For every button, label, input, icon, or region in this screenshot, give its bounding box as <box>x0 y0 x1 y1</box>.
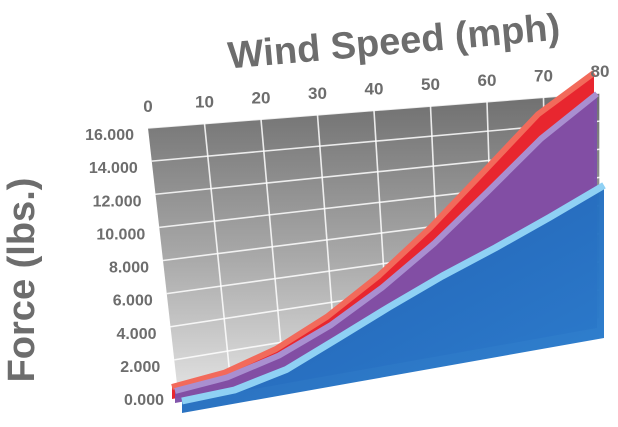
grid-line-horizontal <box>147 92 601 129</box>
series-line-1 <box>171 70 596 390</box>
x-tick-label: 60 <box>478 71 497 90</box>
chart-title: Wind Speed (mph) <box>226 7 562 78</box>
x-tick-label: 0 <box>143 97 152 116</box>
y-tick-label: 16.000 <box>85 127 134 144</box>
series-layer <box>171 70 606 413</box>
x-tick-label: 10 <box>195 93 214 112</box>
series-area-3 <box>182 185 604 413</box>
x-tick-label: 40 <box>365 80 384 99</box>
y-tick-label: 14.000 <box>89 160 138 177</box>
x-tick-label: 70 <box>534 66 553 85</box>
x-tick-label: 20 <box>252 88 271 107</box>
y-tick-label: 2.000 <box>120 359 160 376</box>
series-line-2 <box>174 91 599 394</box>
x-tick-label: 30 <box>308 84 327 103</box>
x-tick-label: 50 <box>421 75 440 94</box>
x-tick-label: 80 <box>591 62 610 81</box>
y-axis-ticks: 0.000 2.000 4.000 6.000 8.000 10.000 12.000 14.… <box>85 127 164 409</box>
y-tick-label: 4.000 <box>116 326 156 343</box>
y-tick-label: 10.000 <box>96 226 145 243</box>
y-axis-label: Force (lbs.) <box>1 178 43 383</box>
x-axis-ticks: 0 10 20 30 40 50 60 70 80 <box>143 62 609 116</box>
y-tick-label: 6.000 <box>113 293 153 310</box>
series-line-3 <box>181 182 606 405</box>
y-tick-label: 0.000 <box>124 392 164 409</box>
y-tick-label: 12.000 <box>93 193 142 210</box>
y-tick-label: 8.000 <box>109 260 149 277</box>
